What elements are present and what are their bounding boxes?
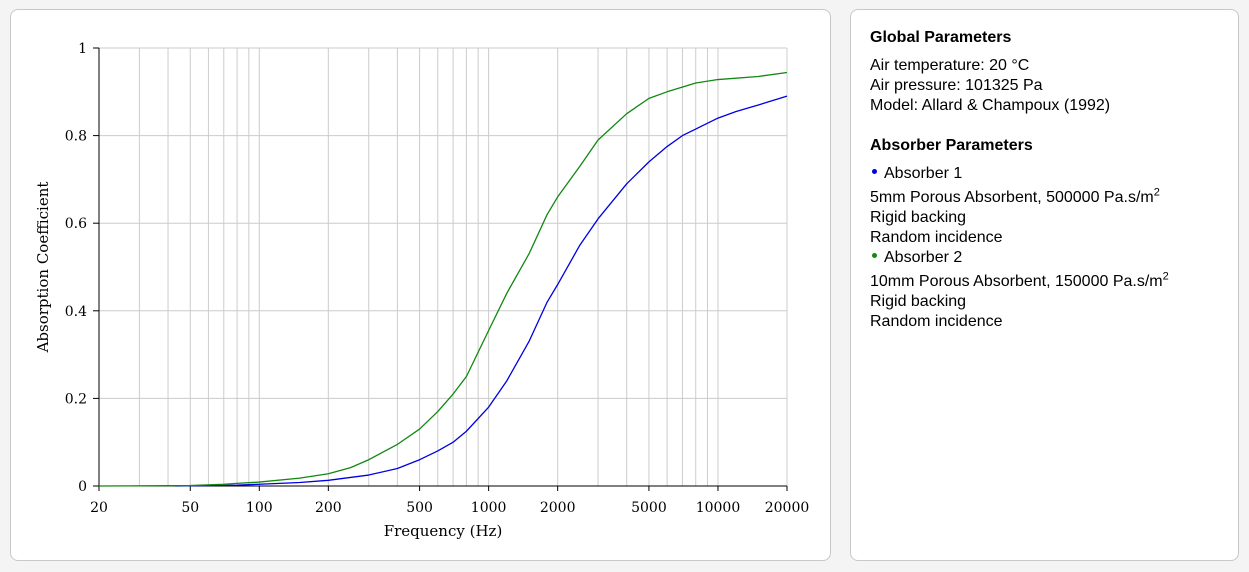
x-tick-label: 1000	[471, 500, 507, 516]
x-tick-label: 20000	[765, 500, 810, 516]
absorber-1-dot-icon	[872, 168, 877, 174]
absorber-2-desc-text: 10mm Porous Absorbent, 150000 Pa.s/m	[870, 273, 1163, 290]
tick-labels: 0 0.2 0.4 0.6 0.8 1 20 50 100 200 500 1000 2000 5000 1…	[65, 41, 810, 516]
x-tick-label: 100	[246, 500, 273, 516]
y-axis-title: Absorption Coefficient	[34, 182, 52, 354]
absorber-1-desc-text: 5mm Porous Absorbent, 500000 Pa.s/m	[870, 189, 1154, 206]
x-tick-label: 2000	[540, 500, 576, 516]
absorber-1-backing: Rigid backing	[870, 209, 967, 226]
absorber-entry: Absorber 2 10mm Porous Absorbent, 150000…	[870, 248, 1219, 332]
series-line-2	[98, 71, 788, 487]
air-temperature: Air temperature: 20 °C	[870, 57, 1030, 74]
x-tick-label: 200	[315, 500, 342, 516]
y-tick-label: 0	[78, 479, 87, 495]
x-tick-label: 5000	[631, 500, 667, 516]
absorber-2-backing: Rigid backing	[870, 293, 967, 310]
y-tick-label: 0.4	[65, 304, 87, 320]
absorber-2-incidence: Random incidence	[870, 313, 1003, 330]
absorber-2-name: Absorber 2	[884, 249, 963, 266]
chart-panel: 0 0.2 0.4 0.6 0.8 1 20 50 100 200 500 1000 2000 5000 1…	[10, 9, 831, 561]
series-line-1	[175, 95, 788, 487]
y-tick-label: 0.2	[65, 391, 87, 407]
y-tick-label: 1	[78, 41, 87, 57]
absorption-chart: 0 0.2 0.4 0.6 0.8 1 20 50 100 200 500 1000 2000 5000 1…	[34, 41, 810, 540]
x-tick-label: 20	[90, 500, 108, 516]
x-axis-title: Frequency (Hz)	[384, 522, 503, 540]
model: Model: Allard & Champoux (1992)	[870, 97, 1111, 114]
series	[98, 71, 788, 487]
absorber-2-description: 10mm Porous Absorbent, 150000 Pa.s/m2	[870, 270, 1219, 292]
absorber-1-description: 5mm Porous Absorbent, 500000 Pa.s/m2	[870, 186, 1219, 208]
absorber-1-name: Absorber 1	[884, 165, 963, 182]
global-parameters-title: Global Parameters	[870, 29, 1012, 46]
y-tick-label: 0.8	[65, 129, 87, 145]
parameters-panel: Global Parameters Air temperature: 20 °C…	[850, 9, 1239, 561]
x-tick-label: 50	[181, 500, 199, 516]
y-tick-label: 0.6	[65, 216, 87, 232]
air-pressure: Air pressure: 101325 Pa	[870, 77, 1043, 94]
absorber-parameters-title: Absorber Parameters	[870, 137, 1033, 154]
absorber-1-desc-sup: 2	[1153, 186, 1160, 199]
absorber-2-desc-sup: 2	[1162, 270, 1169, 283]
absorber-1-incidence: Random incidence	[870, 229, 1003, 246]
x-tick-label: 10000	[696, 500, 741, 516]
grid	[99, 47, 788, 486]
x-tick-label: 500	[406, 500, 433, 516]
absorber-entry: Absorber 1 5mm Porous Absorbent, 500000 …	[870, 164, 1219, 248]
absorber-2-dot-icon	[872, 252, 877, 258]
